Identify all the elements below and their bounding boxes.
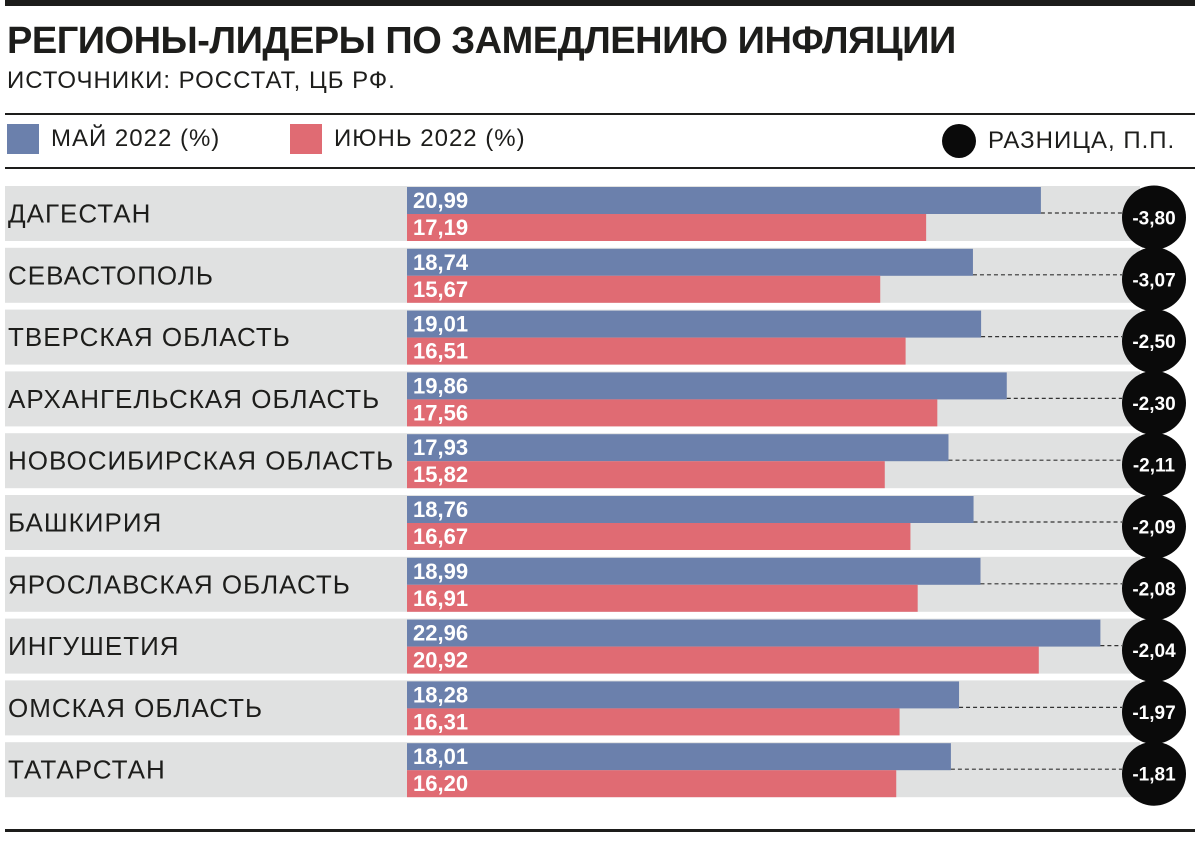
bar-may — [407, 681, 960, 709]
legend-bottom-rule — [5, 167, 1195, 169]
region-label: ТАТАРСТАН — [8, 755, 166, 785]
legend-item-may: МАЙ 2022 (%) — [7, 124, 220, 154]
data-label-june: 20,92 — [413, 648, 468, 673]
bar-june — [407, 399, 938, 427]
region-label: ЯРОСЛАВСКАЯ ОБЛАСТЬ — [8, 569, 351, 599]
data-label-may: 18,76 — [413, 497, 468, 522]
legend-item-diff: РАЗНИЦА, П.П. — [942, 124, 1175, 158]
legend-label-june: ИЮНЬ 2022 (%) — [334, 125, 526, 152]
diff-circle — [1122, 741, 1186, 806]
region-label: АРХАНГЕЛЬСКАЯ ОБЛАСТЬ — [8, 384, 380, 414]
data-label-may: 18,74 — [413, 250, 469, 275]
data-label-may: 18,28 — [413, 682, 468, 707]
diff-label: -2,11 — [1133, 456, 1176, 477]
bar-june — [407, 584, 918, 612]
bar-june — [407, 461, 885, 489]
top-rule — [5, 0, 1195, 6]
diff-circle — [1122, 494, 1186, 559]
legend-top-rule — [5, 113, 1195, 115]
data-label-june: 16,91 — [413, 586, 468, 611]
diff-label: -2,09 — [1132, 518, 1175, 539]
bottom-rule — [5, 829, 1195, 832]
diff-circle — [1122, 432, 1186, 497]
diff-circle — [1122, 247, 1186, 312]
region-label: ДАГЕСТАН — [8, 199, 151, 229]
data-label-may: 22,96 — [413, 621, 468, 646]
bar-may — [407, 496, 974, 523]
chart-source: ИСТОЧНИКИ: РОССТАТ, ЦБ РФ. — [7, 67, 396, 94]
bar-june — [407, 275, 881, 303]
diff-label: -2,08 — [1132, 579, 1175, 600]
bar-may — [407, 248, 973, 276]
bar-june — [407, 214, 927, 241]
legend-item-june: ИЮНЬ 2022 (%) — [290, 124, 526, 154]
chart-title: РЕГИОНЫ-ЛИДЕРЫ ПО ЗАМЕДЛЕНИЮ ИНФЛЯЦИИ — [7, 20, 956, 62]
legend-label-may: МАЙ 2022 (%) — [51, 125, 221, 152]
data-label-june: 17,19 — [413, 215, 468, 240]
region-label: СЕВАСТОПОЛЬ — [8, 260, 214, 290]
region-label: ОМСКАЯ ОБЛАСТЬ — [8, 693, 263, 723]
bar-june — [407, 646, 1039, 674]
data-label-may: 20,99 — [413, 188, 468, 213]
diff-circle — [1122, 618, 1186, 683]
diff-label: -2,04 — [1132, 641, 1176, 662]
legend-label-diff: РАЗНИЦА, П.П. — [988, 127, 1176, 154]
diff-circle — [1122, 556, 1186, 621]
data-label-june: 17,56 — [413, 400, 468, 425]
region-label: НОВОСИБИРСКАЯ ОБЛАСТЬ — [8, 446, 394, 476]
diff-circle — [1122, 370, 1186, 435]
data-label-june: 16,20 — [413, 771, 468, 796]
data-label-june: 16,51 — [413, 339, 468, 364]
data-label-june: 15,82 — [413, 462, 468, 487]
diff-label: -1,81 — [1132, 765, 1176, 786]
data-label-may: 18,01 — [413, 744, 468, 769]
legend-swatch-may — [7, 124, 39, 154]
data-label-june: 16,67 — [413, 524, 468, 549]
bar-june — [407, 337, 906, 365]
bar-june — [407, 523, 911, 550]
legend: МАЙ 2022 (%) ИЮНЬ 2022 (%) РАЗНИЦА, П.П. — [0, 115, 1200, 167]
data-label-may: 18,99 — [413, 559, 468, 584]
legend-dot-diff — [942, 124, 976, 158]
bar-may — [407, 310, 982, 338]
bar-may — [407, 619, 1101, 647]
diff-circle — [1122, 185, 1186, 250]
bar-june — [407, 708, 900, 736]
data-label-june: 15,67 — [413, 277, 468, 302]
diff-label: -3,07 — [1132, 270, 1175, 291]
bar-may — [407, 743, 951, 771]
bar-may — [407, 434, 949, 462]
diff-label: -3,80 — [1132, 209, 1175, 230]
data-label-may: 19,01 — [413, 312, 468, 337]
bar-may — [407, 187, 1041, 214]
bar-may — [407, 557, 981, 585]
diff-label: -2,50 — [1132, 332, 1175, 353]
region-label: ИНГУШЕТИЯ — [8, 631, 180, 661]
diff-label: -2,30 — [1132, 394, 1175, 415]
diff-circle — [1122, 309, 1186, 374]
data-label-may: 17,93 — [413, 435, 468, 460]
data-label-may: 19,86 — [413, 373, 468, 398]
diff-label: -1,97 — [1132, 703, 1175, 724]
diff-circle — [1122, 679, 1186, 744]
data-label-june: 16,31 — [413, 709, 468, 734]
legend-swatch-june — [290, 124, 322, 154]
region-label: БАШКИРИЯ — [8, 508, 162, 538]
region-label: ТВЕРСКАЯ ОБЛАСТЬ — [8, 322, 291, 352]
bar-may — [407, 372, 1007, 400]
bar-june — [407, 770, 897, 798]
